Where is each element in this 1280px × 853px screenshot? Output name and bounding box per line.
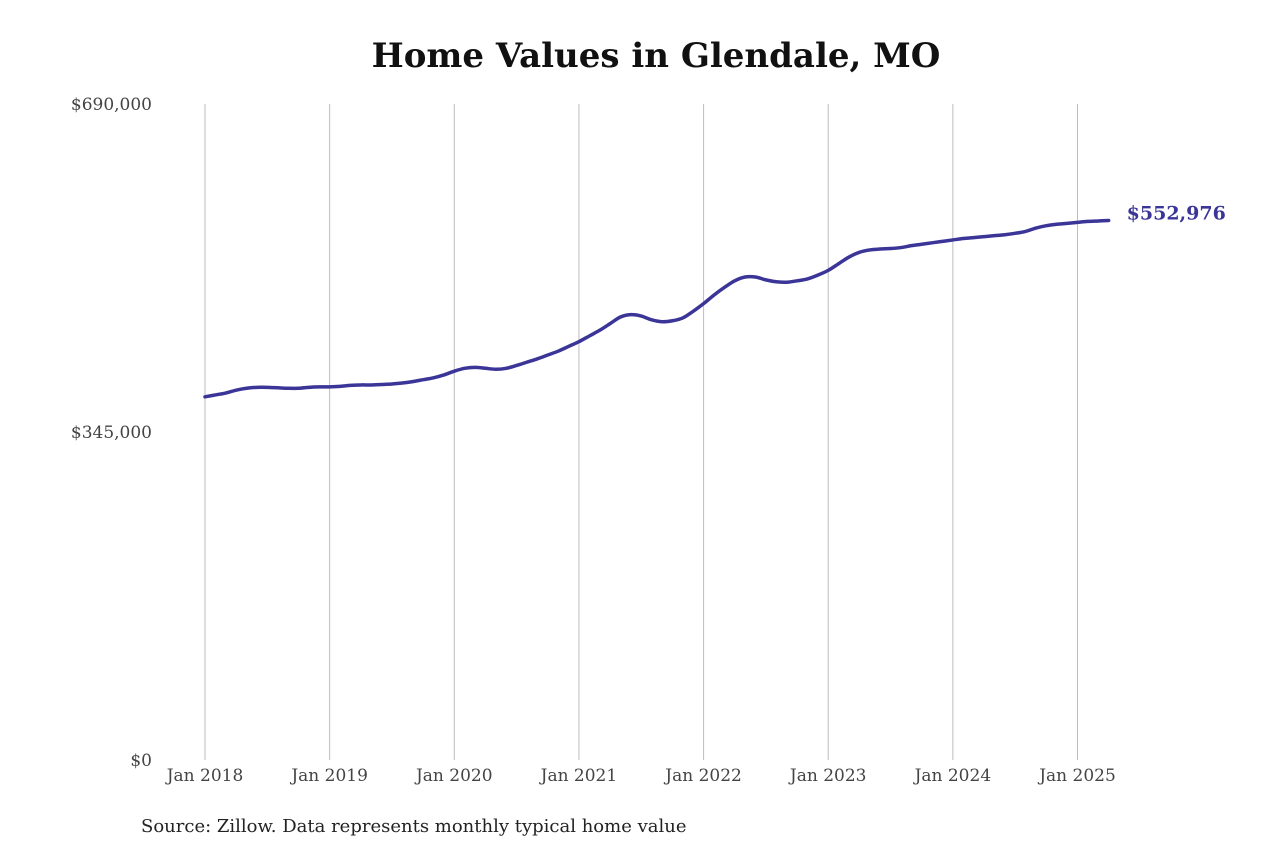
x-tick-label: Jan 2024 — [913, 766, 992, 786]
x-tick-label: Jan 2020 — [414, 766, 493, 786]
y-axis-ticks: $0 $345,000 $690,000 — [71, 95, 152, 771]
end-value-label: $552,976 — [1127, 202, 1226, 224]
x-tick-label: Jan 2019 — [289, 766, 368, 786]
gridlines — [204, 104, 1078, 760]
y-tick-label: $345,000 — [71, 423, 152, 443]
x-tick-label: Jan 2021 — [539, 766, 618, 786]
chart-title: Home Values in Glendale, MO — [371, 36, 941, 76]
x-tick-label: Jan 2023 — [788, 766, 867, 786]
home-value-line — [203, 218, 1111, 399]
x-tick-label: Jan 2022 — [663, 766, 742, 786]
x-tick-label: Jan 2025 — [1037, 766, 1116, 786]
source-note: Source: Zillow. Data represents monthly … — [141, 816, 687, 837]
x-tick-label: Jan 2018 — [165, 766, 244, 786]
x-axis-ticks: Jan 2018 Jan 2019 Jan 2020 Jan 2021 Jan 2022… — [165, 766, 1116, 786]
y-tick-label: $690,000 — [71, 95, 152, 115]
y-tick-label: $0 — [130, 751, 152, 771]
